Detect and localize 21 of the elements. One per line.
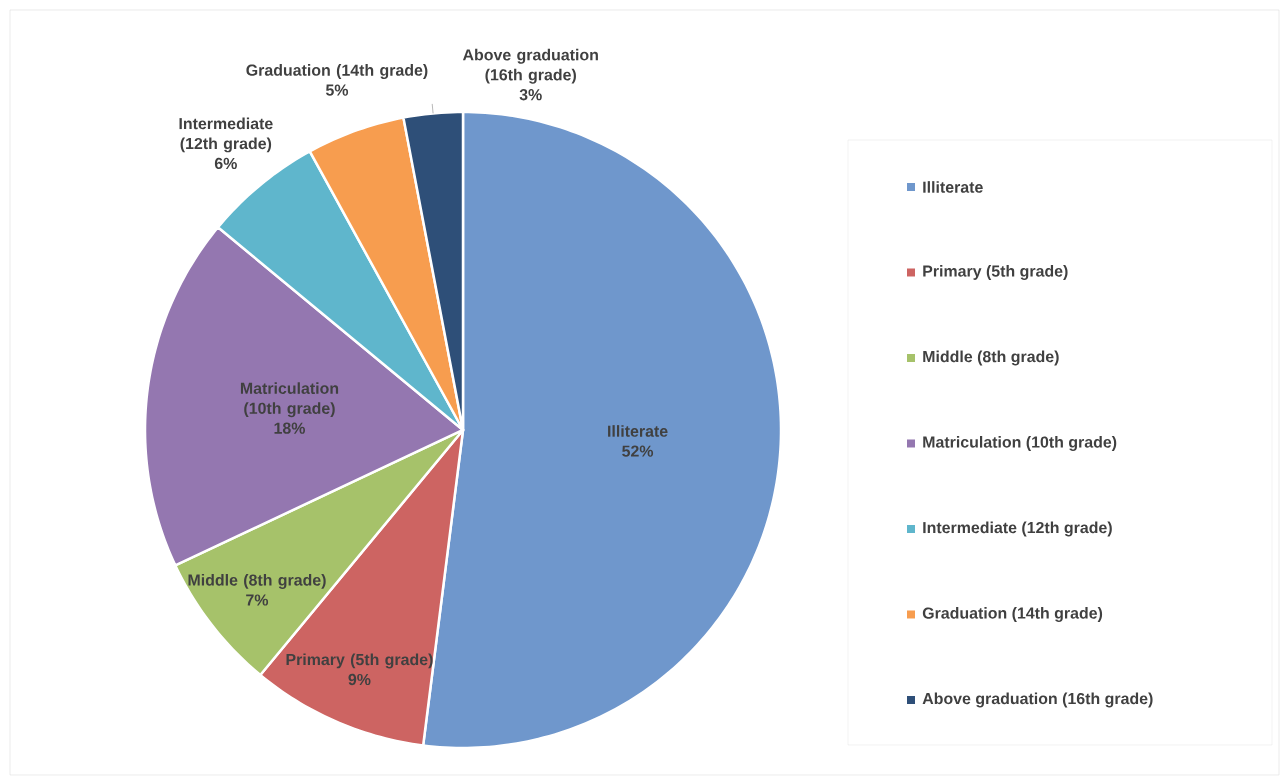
slice-label: Middle (8th grade) — [188, 574, 326, 589]
slice-label: Above graduation (16th grade) — [462, 48, 598, 84]
legend-label: Graduation (14th grade) — [922, 607, 1103, 622]
data-label: 5% — [325, 84, 349, 96]
slice-label: Intermediate (12th grade) — [179, 117, 273, 153]
legend-label: Matriculation (10th grade) — [923, 436, 1117, 451]
slice-label: Graduation (14th grade) — [246, 64, 428, 80]
slice-label: Matriculation (10th grade) — [240, 382, 339, 418]
data-label: 9% — [348, 673, 371, 686]
data-label: 18% — [274, 422, 305, 434]
legend-label: Illiterate — [923, 181, 983, 193]
data-label: 3% — [519, 89, 542, 101]
data-label: 6% — [214, 157, 237, 170]
legend-label: Above graduation (16th grade) — [922, 692, 1153, 708]
slice-label: Illiterate — [608, 425, 668, 437]
legend-label: Intermediate (12th grade) — [923, 521, 1112, 537]
data-label: 7% — [246, 594, 269, 606]
legend-label: Middle (8th grade) — [923, 350, 1059, 366]
slice-label: Primary (5th grade) — [286, 653, 433, 669]
legend-label: Primary (5th grade) — [923, 265, 1068, 280]
data-label: 52% — [622, 445, 654, 457]
